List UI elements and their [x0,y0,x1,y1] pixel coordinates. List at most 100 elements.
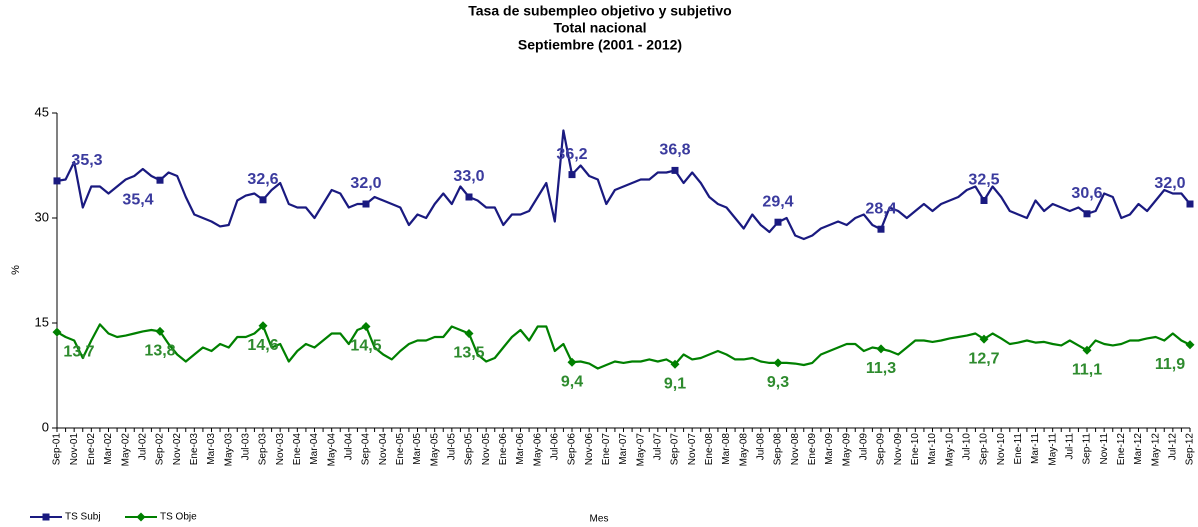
x-tick-label: Jul-08 [755,433,766,461]
data-label: 13,7 [63,343,94,360]
x-tick-label: Ene-06 [498,433,509,466]
data-marker [259,196,267,204]
x-tick-label: Mar-05 [412,433,423,465]
legend-label: TS Obje [160,512,197,523]
data-marker [567,357,577,367]
x-tick-label: Mar-06 [515,433,526,465]
data-marker [1083,210,1091,218]
x-tick-label: Ene-04 [292,433,303,466]
x-tick-label: Jul-10 [961,433,972,461]
x-tick-label: Ene-11 [1013,433,1024,465]
x-tick-label: Mar-09 [824,433,835,465]
x-tick-label: Sep-02 [155,433,166,466]
data-marker [1082,345,1092,355]
x-tick-label: May-09 [841,433,852,467]
x-tick-label: May-10 [944,433,955,467]
x-tick-label: Jul-06 [549,433,560,461]
data-marker [671,166,679,174]
y-tick-label: 15 [35,314,49,329]
y-tick-label: 45 [35,104,49,119]
data-marker [877,225,885,233]
legend-marker [42,513,50,521]
data-marker [670,359,680,369]
data-label: 9,1 [664,376,686,393]
x-tick-label: Ene-07 [601,433,612,466]
y-tick-label: 0 [42,419,49,434]
x-tick-label: Jul-04 [343,433,354,461]
chart-subtitle: Septiembre (2001 - 2012) [518,37,682,53]
data-label: 35,4 [122,191,153,208]
x-tick-label: May-03 [223,433,234,467]
data-marker [876,344,886,354]
data-marker [465,193,473,201]
x-tick-label: Jul-12 [1167,433,1178,461]
data-label: 9,4 [561,373,583,390]
x-tick-label: Jul-09 [858,433,869,461]
data-marker [774,218,782,226]
x-tick-label: Nov-11 [1099,433,1110,465]
chart-title: Tasa de subempleo objetivo y subjetivo [468,3,731,19]
y-axis-title: % [10,265,22,275]
x-tick-label: Jul-02 [137,433,148,461]
data-label: 13,8 [144,343,175,360]
x-tick-label: Ene-03 [189,433,200,466]
x-tick-label: Nov-10 [996,433,1007,466]
data-label: 32,0 [350,175,381,192]
data-label: 11,3 [866,360,896,377]
x-tick-label: Ene-10 [910,433,921,466]
x-tick-label: Jul-03 [240,433,251,461]
x-tick-label: Mar-07 [618,433,629,465]
data-label: 32,0 [1154,175,1185,192]
x-tick-label: Nov-01 [69,433,80,466]
data-marker [361,322,371,331]
x-tick-label: Mar-08 [721,433,732,465]
series-line [56,323,1191,370]
y-tick-label: 30 [35,209,49,224]
data-marker [156,176,164,184]
data-label: 14,5 [350,338,381,355]
data-label: 9,3 [767,374,789,391]
x-tick-label: Jul-11 [1064,433,1075,460]
x-tick-label: Sep-10 [979,433,990,466]
x-tick-label: Sep-07 [670,433,681,466]
x-tick-label: Mar-03 [206,433,217,465]
data-label: 13,5 [453,345,484,362]
data-marker [568,171,576,179]
data-label: 12,7 [968,350,999,367]
x-tick-label: Sep-04 [361,433,372,466]
data-marker [1186,200,1194,208]
data-label: 35,3 [71,152,102,169]
x-tick-label: May-12 [1150,433,1161,467]
x-tick-label: May-08 [738,433,749,467]
data-label: 33,0 [453,168,484,185]
x-tick-label: Mar-12 [1133,433,1144,465]
x-tick-label: Sep-08 [773,433,784,466]
x-tick-label: Sep-03 [258,433,269,466]
x-tick-label: Nov-07 [687,433,698,466]
x-tick-label: Jul-05 [446,433,457,461]
x-tick-label: Nov-08 [790,433,801,466]
data-label: 32,5 [968,172,999,189]
x-tick-label: Nov-03 [275,433,286,466]
x-tick-label: Sep-09 [876,433,887,466]
x-tick-label: Ene-02 [86,433,97,466]
x-tick-label: Nov-02 [172,433,183,466]
data-label: 36,8 [659,142,690,159]
data-label: 11,1 [1072,362,1102,379]
x-axis-title: Mes [590,514,609,525]
x-tick-label: May-07 [635,433,646,467]
data-marker [464,329,474,338]
x-tick-label: Sep-05 [464,433,475,466]
x-tick-label: Ene-05 [395,433,406,466]
data-marker [979,334,989,344]
x-tick-label: Sep-11 [1082,433,1093,465]
x-tick-label: Mar-04 [309,433,320,465]
data-label: 32,6 [247,171,278,188]
x-tick-label: Sep-06 [567,433,578,466]
x-tick-label: Mar-10 [927,433,938,465]
x-tick-label: Mar-11 [1030,433,1041,464]
data-label: 14,6 [247,337,278,354]
legend-marker [136,512,146,522]
x-tick-label: Ene-08 [704,433,715,466]
